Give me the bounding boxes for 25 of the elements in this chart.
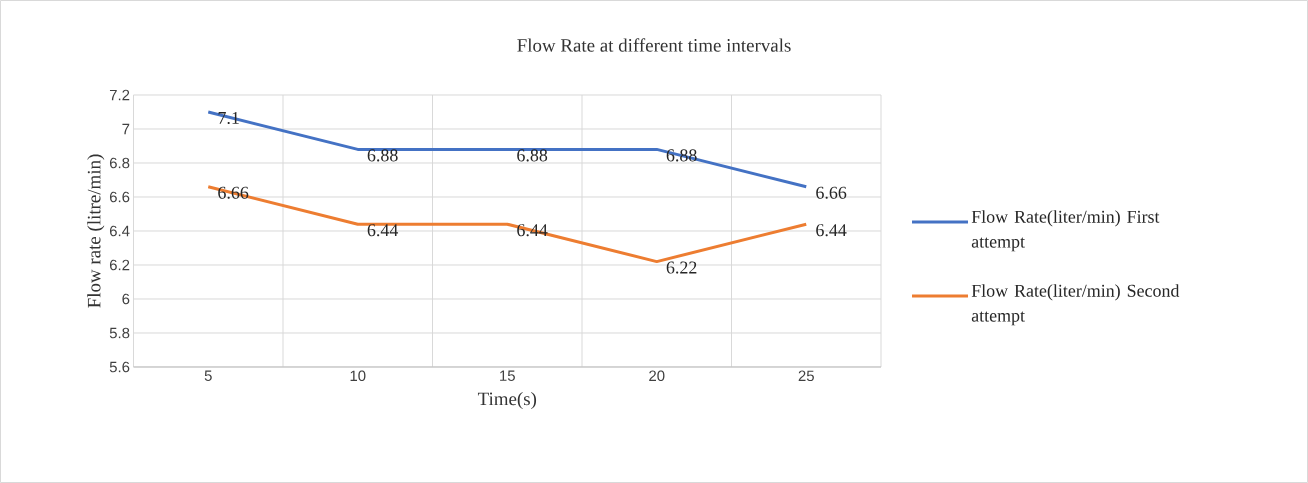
y-tick-label: 5.8	[109, 327, 130, 339]
legend-label: Flow Rate(liter/min) First attempt	[971, 210, 1160, 252]
legend-label: Flow Rate(liter/min) Second attempt	[971, 284, 1180, 326]
data-label: 6.44	[367, 224, 399, 237]
y-tick-label: 6.6	[109, 191, 130, 203]
y-tick-label: 5.6	[109, 361, 130, 373]
x-tick-label: 10	[350, 370, 366, 382]
data-label: 6.66	[816, 186, 847, 199]
y-tick-label: 6	[122, 293, 130, 305]
x-tick-label: 25	[798, 370, 814, 382]
y-tick-label: 7.2	[109, 89, 130, 101]
chart-title: Flow Rate at different time intervals	[517, 38, 791, 52]
y-axis-title: Flow rate (litre/min)	[87, 154, 105, 308]
x-axis-title: Time(s)	[477, 391, 537, 410]
x-tick-label: 15	[500, 370, 515, 381]
data-label: 6.44	[816, 224, 847, 237]
y-tick-label: 6.8	[109, 157, 130, 169]
y-tick-label: 7	[122, 123, 130, 135]
data-label: 6.22	[666, 261, 697, 274]
x-tick-label: 5	[204, 370, 212, 381]
x-tick-label: 20	[649, 370, 665, 382]
data-label: 6.88	[367, 149, 398, 162]
y-tick-label: 6.4	[109, 225, 130, 237]
y-tick-label: 6.2	[109, 259, 130, 271]
data-label: 6.88	[517, 149, 548, 162]
